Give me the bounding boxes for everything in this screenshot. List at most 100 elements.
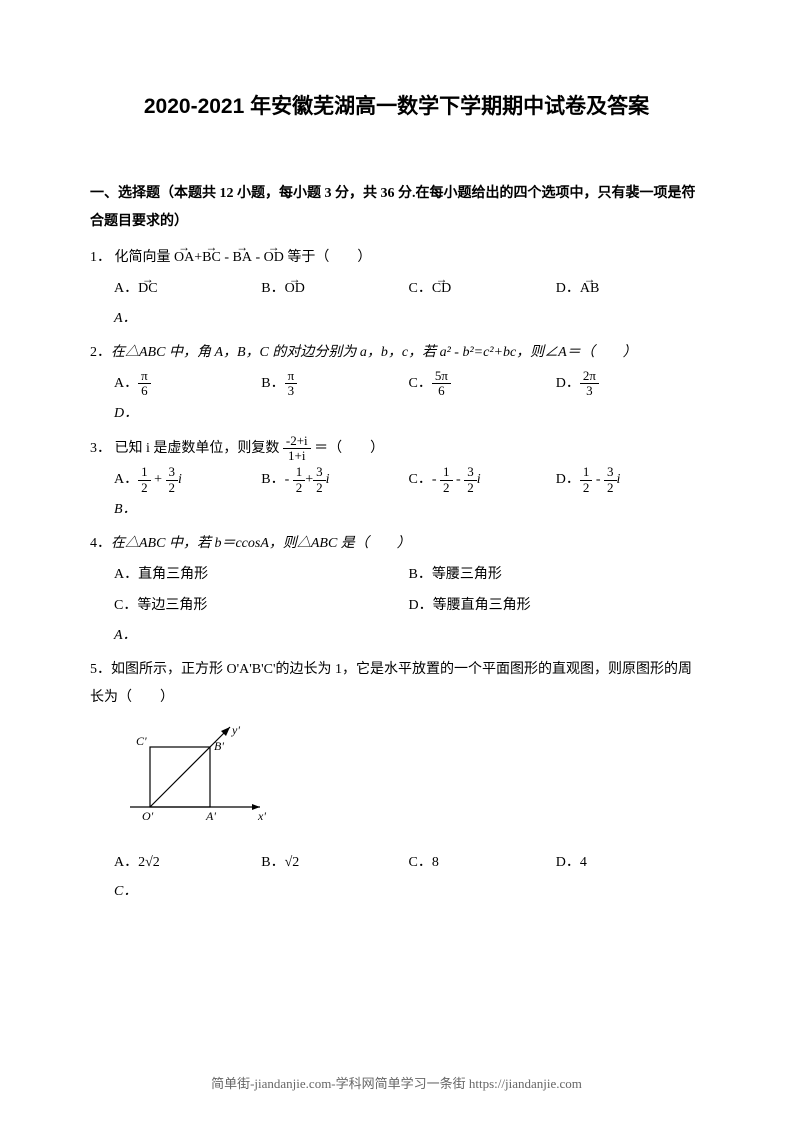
q5-diagram: O' A' B' C' x' y' (90, 722, 703, 842)
q3c-s: - (453, 472, 465, 487)
q5-opt-a: A．2√2 (114, 848, 261, 879)
q3b-bn: 3 (313, 465, 326, 480)
q3c-bd: 2 (464, 481, 477, 495)
q3d-s: - (592, 472, 604, 487)
q5-opt-c: C．8 (409, 848, 556, 879)
q3d-an: 1 (580, 465, 593, 480)
q3c-p: - (432, 472, 440, 487)
q2b-den: 3 (285, 384, 298, 398)
q4a-t: 直角三角形 (138, 567, 208, 582)
q3c-an: 1 (440, 465, 453, 480)
q2a-den: 6 (138, 384, 151, 398)
q5-answer: C． (90, 878, 703, 906)
op-minus2: - (252, 250, 264, 265)
op-minus1: - (221, 250, 233, 265)
vec-od2: OD (285, 274, 305, 305)
q3-text-post: ＝（ ） (314, 441, 384, 456)
q4b-t: 等腰三角形 (432, 567, 502, 582)
q3d-bn: 3 (604, 465, 617, 480)
q4-text: 在△ABC 中，若 b＝ccosA，则△ABC 是（ ） (111, 536, 411, 551)
q1-answer: A． (90, 305, 703, 333)
q5d-t: 4 (580, 855, 587, 870)
q3-frac-den: 1+i (283, 449, 311, 463)
q2d-den: 3 (580, 384, 599, 398)
q1-text-post: 等于（ ） (287, 250, 371, 265)
vec-cd: CD (432, 274, 451, 305)
q3d-bd: 2 (604, 481, 617, 495)
q3-frac-num: -2+i (283, 434, 311, 449)
square-diagram-svg: O' A' B' C' x' y' (120, 722, 270, 837)
q2b-num: π (285, 369, 298, 384)
q4-opt-d: D．等腰直角三角形 (409, 591, 704, 622)
q3a-bd: 2 (166, 481, 179, 495)
q1-opt-c: C．CD (409, 274, 556, 305)
q4d-t: 等腰直角三角形 (433, 598, 531, 613)
vec-bc: BC (202, 244, 221, 272)
page-footer: 简单街-jiandanjie.com-学科网简单学习一条街 https://ji… (0, 1073, 793, 1092)
vec-od: OD (264, 244, 284, 272)
lbl-a: A' (205, 809, 216, 823)
q5-options: A．2√2 B．√2 C．8 D．4 (90, 848, 703, 879)
q5-opt-b: B．√2 (261, 848, 408, 879)
q3-text-pre: 已知 i 是虚数单位，则复数 (115, 441, 280, 456)
q4-num: 4． (90, 536, 111, 551)
q2a-num: π (138, 369, 151, 384)
q3-opt-a: A．12 + 32i (114, 465, 261, 496)
q4-options: A．直角三角形 B．等腰三角形 C．等边三角形 D．等腰直角三角形 (90, 560, 703, 622)
q3a-i: i (178, 472, 182, 487)
question-5: 5．如图所示，正方形 O'A'B'C'的边长为 1，它是水平放置的一个平面图形的… (90, 656, 703, 712)
lbl-b: B' (214, 739, 224, 753)
vec-dc: DC (138, 274, 157, 305)
q2-opt-c: C．5π6 (409, 369, 556, 400)
q3d-i: i (617, 472, 621, 487)
q3-options: A．12 + 32i B．- 12+32i C．- 12 - 32i D．12 … (90, 465, 703, 496)
q3c-bn: 3 (464, 465, 477, 480)
lbl-o: O' (142, 809, 154, 823)
op-plus: + (194, 250, 202, 265)
q2-text: 在△ABC 中，角 A，B，C 的对边分别为 a，b，c，若 a² - b²=c… (111, 345, 637, 360)
q3a-an: 1 (138, 465, 151, 480)
q3c-ad: 2 (440, 481, 453, 495)
q3b-ad: 2 (293, 481, 306, 495)
section-header: 一、选择题（本题共 12 小题，每小题 3 分，共 36 分.在每小题给出的四个… (90, 180, 703, 236)
q1-opt-b: B．OD (261, 274, 408, 305)
q5a-t: 2√2 (138, 855, 160, 870)
q3-opt-b: B．- 12+32i (261, 465, 408, 496)
question-3: 3． 已知 i 是虚数单位，则复数 -2+i1+i ＝（ ） (90, 434, 703, 464)
q4c-t: 等边三角形 (137, 598, 207, 613)
q2-answer: D． (90, 400, 703, 428)
q3b-an: 1 (293, 465, 306, 480)
q2-opt-b: B．π3 (261, 369, 408, 400)
q2c-num: 5π (432, 369, 451, 384)
page-title: 2020-2021 年安徽芜湖高一数学下学期期中试卷及答案 (90, 90, 703, 120)
q3b-i: i (326, 472, 330, 487)
vec-ab: AB (580, 274, 599, 305)
q3a-ad: 2 (138, 481, 151, 495)
q2d-num: 2π (580, 369, 599, 384)
vec-ba: BA (233, 244, 252, 272)
question-4: 4．在△ABC 中，若 b＝ccosA，则△ABC 是（ ） (90, 530, 703, 558)
q1-opt-d: D．AB (556, 274, 703, 305)
q2-opt-d: D．2π3 (556, 369, 703, 400)
q3b-p: - (285, 472, 293, 487)
q3-opt-c: C．- 12 - 32i (409, 465, 556, 496)
lbl-x: x' (257, 809, 266, 823)
q2-num: 2． (90, 345, 111, 360)
q3c-i: i (477, 472, 481, 487)
q5-text: 如图所示，正方形 O'A'B'C'的边长为 1，它是水平放置的一个平面图形的直观… (90, 662, 692, 705)
q5b-t: √2 (285, 855, 300, 870)
q4-opt-c: C．等边三角形 (114, 591, 409, 622)
q3a-bn: 3 (166, 465, 179, 480)
q3d-ad: 2 (580, 481, 593, 495)
q5-num: 5． (90, 662, 111, 677)
q3-answer: B． (90, 496, 703, 524)
lbl-y: y' (231, 723, 240, 737)
q5c-t: 8 (432, 855, 439, 870)
q3b-bd: 2 (313, 481, 326, 495)
q4-opt-a: A．直角三角形 (114, 560, 409, 591)
lbl-c: C' (136, 734, 147, 748)
q2-options: A．π6 B．π3 C．5π6 D．2π3 (90, 369, 703, 400)
question-2: 2．在△ABC 中，角 A，B，C 的对边分别为 a，b，c，若 a² - b²… (90, 339, 703, 367)
q1-options: A．DC B．OD C．CD D．AB (90, 274, 703, 305)
q1-opt-a: A．DC (114, 274, 261, 305)
